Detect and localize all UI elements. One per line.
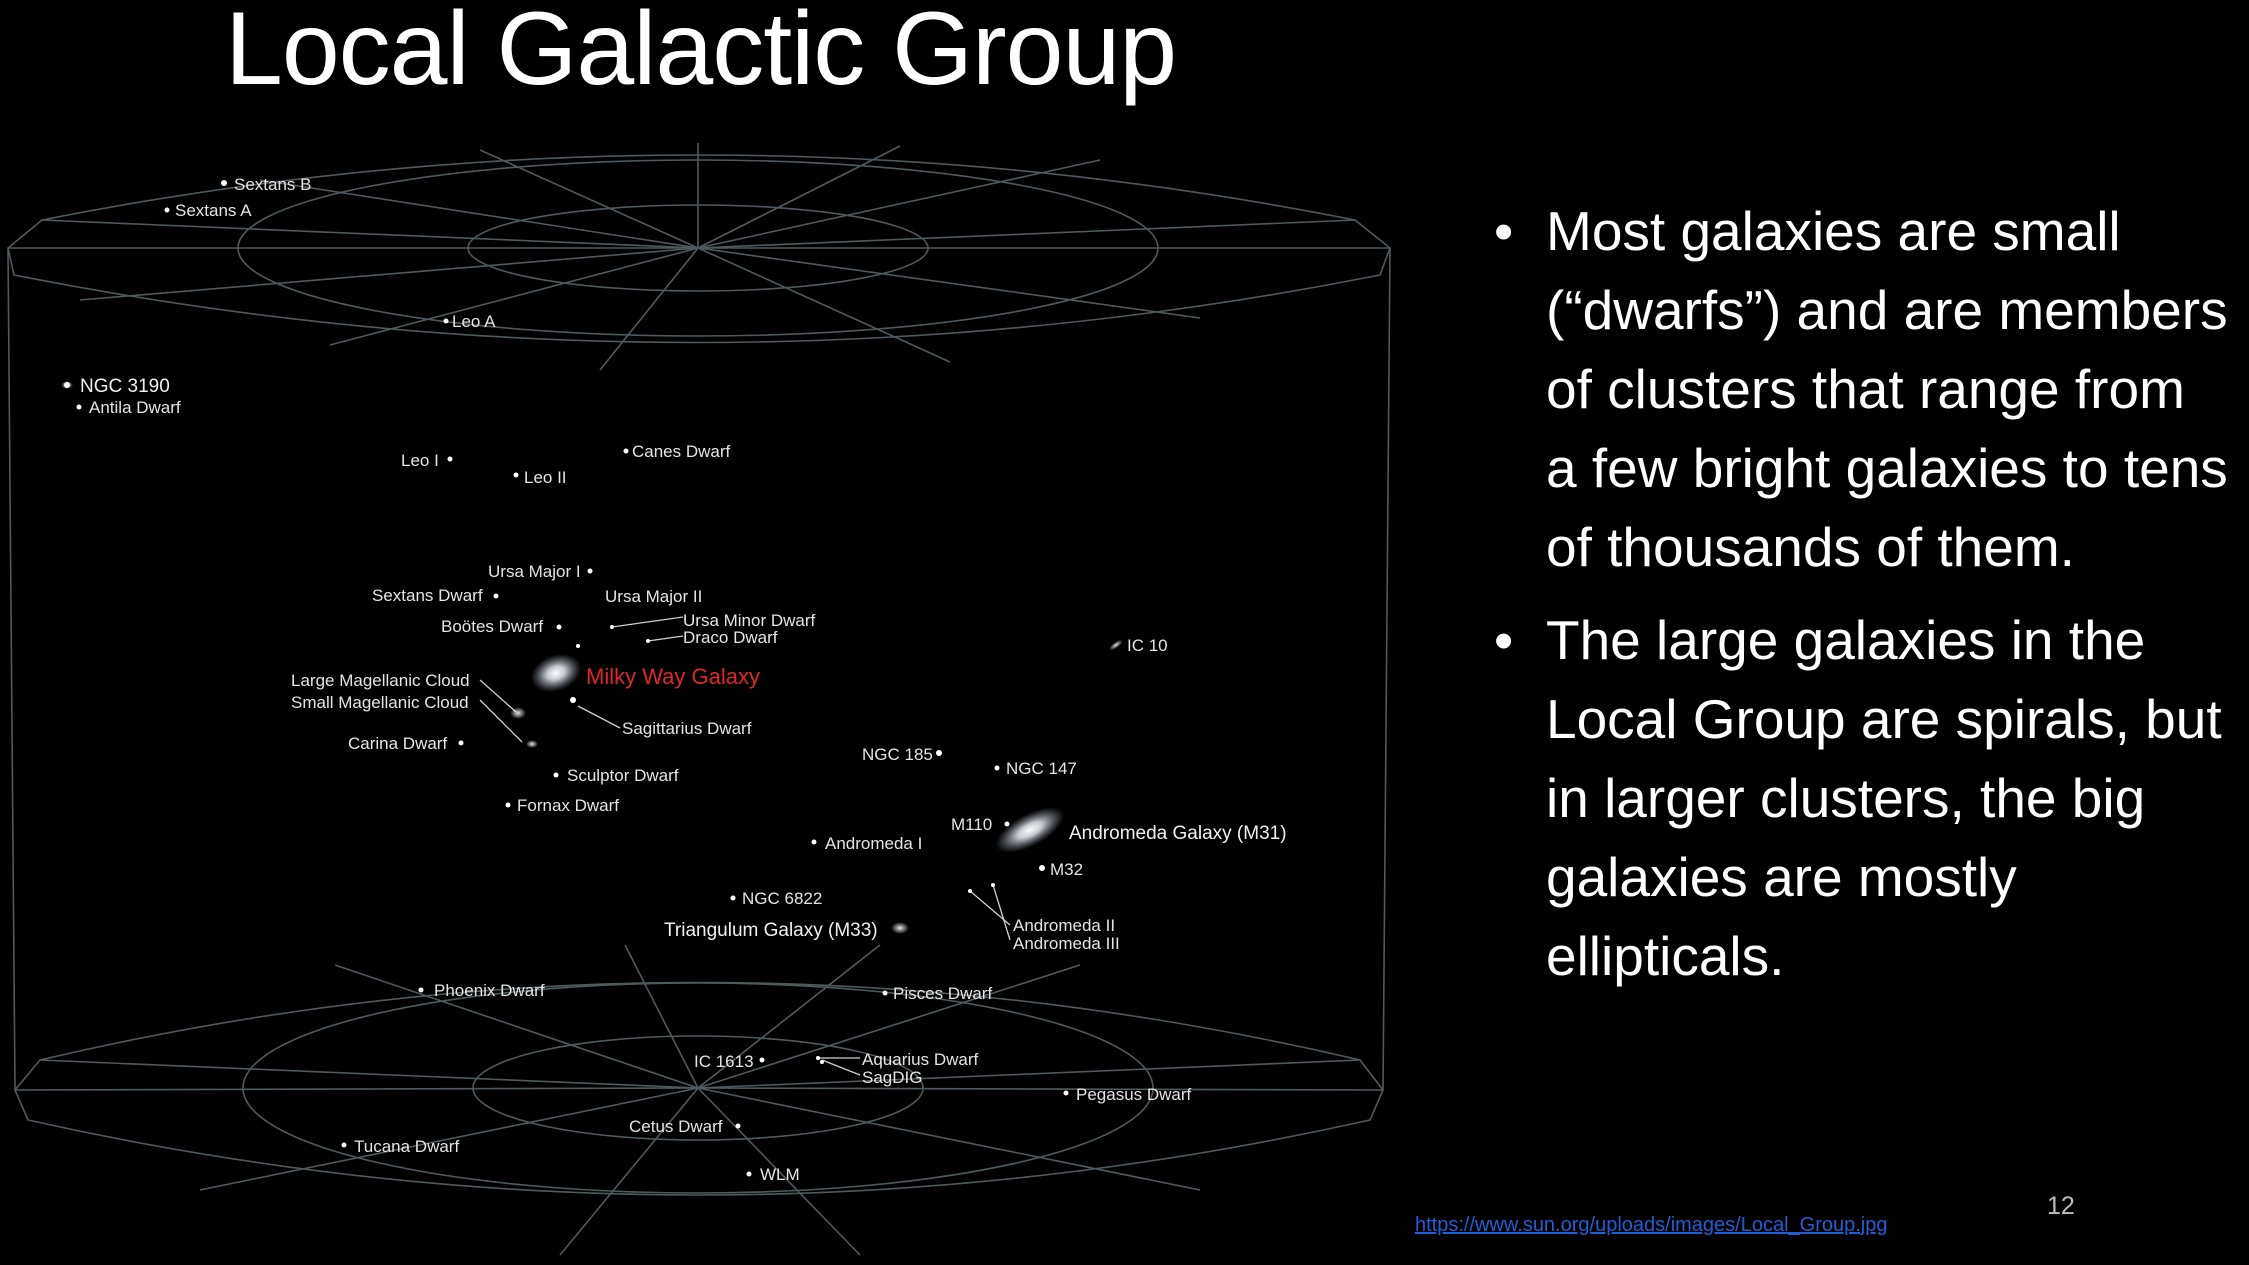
label-lmc: Large Magellanic Cloud (291, 671, 470, 690)
label-smc: Small Magellanic Cloud (291, 693, 469, 712)
label-m110: M110 (951, 815, 992, 834)
label-sextans-dwarf: Sextans Dwarf (372, 586, 483, 605)
label-leo-a: Leo A (452, 312, 496, 331)
label-triangulum: Triangulum Galaxy (M33) (664, 920, 878, 941)
label-ngc-6822: NGC 6822 (742, 889, 822, 908)
andromeda-glow (995, 807, 1065, 853)
label-pisces-dwarf: Pisces Dwarf (893, 984, 992, 1003)
label-sagdig: SagDIG (862, 1068, 922, 1087)
label-cetus-dwarf: Cetus Dwarf (629, 1117, 723, 1136)
bright-galaxies (61, 381, 1123, 934)
page-number: 12 (2047, 1192, 2075, 1220)
bullet-item: • The large galaxies in the Local Group … (1490, 601, 2230, 996)
source-link[interactable]: https://www.sun.org/uploads/images/Local… (1415, 1214, 1888, 1236)
bullet-symbol: • (1494, 609, 1514, 671)
label-sculptor-dwarf: Sculptor Dwarf (567, 766, 679, 785)
galaxy-labels: Sextans B Sextans A Leo A NGC 3190 Antil… (80, 175, 1287, 1184)
label-carina-dwarf: Carina Dwarf (348, 734, 447, 753)
galaxy-dots (64, 180, 1069, 1177)
label-sextans-b: Sextans B (234, 175, 312, 194)
lmc-glow (510, 707, 526, 719)
label-milky-way: Milky Way Galaxy (586, 664, 760, 689)
bullet-list: • Most galaxies are small (“dwarfs”) and… (1490, 192, 2230, 1010)
label-phoenix-dwarf: Phoenix Dwarf (434, 981, 545, 1000)
label-sagittarius-dwarf: Sagittarius Dwarf (622, 719, 752, 738)
label-antila-dwarf: Antila Dwarf (89, 398, 181, 417)
label-aquarius-dwarf: Aquarius Dwarf (862, 1050, 978, 1069)
label-ursa-major-ii: Ursa Major II (605, 587, 702, 606)
slide-title: Local Galactic Group (225, 0, 1177, 107)
leader-lines (479, 616, 1011, 1076)
ic10-glow (1109, 639, 1123, 651)
smc-glow (526, 740, 538, 748)
cylinder-grid (7, 143, 1391, 1256)
label-andromeda-ii: Andromeda II (1013, 916, 1115, 935)
local-group-diagram: Sextans B Sextans A Leo A NGC 3190 Antil… (7, 143, 1391, 1256)
label-ic-1613: IC 1613 (694, 1052, 754, 1071)
label-ngc-185: NGC 185 (862, 745, 933, 764)
label-ic-10: IC 10 (1127, 636, 1168, 655)
label-pegasus-dwarf: Pegasus Dwarf (1076, 1085, 1192, 1104)
label-leo-i: Leo I (401, 451, 439, 470)
label-andromeda-i: Andromeda I (825, 834, 922, 853)
bullet-text: The large galaxies in the Local Group ar… (1546, 609, 2222, 987)
label-ursa-major-i: Ursa Major I (488, 562, 581, 581)
label-leo-ii: Leo II (524, 468, 567, 487)
label-ursa-minor-dwarf: Ursa Minor Dwarf (683, 611, 816, 630)
label-canes-dwarf: Canes Dwarf (632, 442, 731, 461)
label-ngc-147: NGC 147 (1006, 759, 1077, 778)
triangulum-glow (891, 922, 909, 934)
label-ngc-3190: NGC 3190 (80, 376, 170, 397)
bullet-item: • Most galaxies are small (“dwarfs”) and… (1490, 192, 2230, 587)
label-fornax-dwarf: Fornax Dwarf (517, 796, 619, 815)
bullet-symbol: • (1494, 200, 1514, 262)
label-sextans-a: Sextans A (175, 201, 252, 220)
label-wlm: WLM (760, 1165, 800, 1184)
milky-way-glow (530, 653, 582, 693)
label-andromeda-iii: Andromeda III (1013, 934, 1120, 953)
bullet-text: Most galaxies are small (“dwarfs”) and a… (1546, 200, 2228, 578)
label-bootes-dwarf: Boötes Dwarf (441, 617, 543, 636)
label-andromeda-galaxy: Andromeda Galaxy (M31) (1069, 823, 1287, 844)
label-draco-dwarf: Draco Dwarf (683, 628, 778, 647)
label-tucana-dwarf: Tucana Dwarf (354, 1137, 459, 1156)
label-m32: M32 (1050, 860, 1083, 879)
